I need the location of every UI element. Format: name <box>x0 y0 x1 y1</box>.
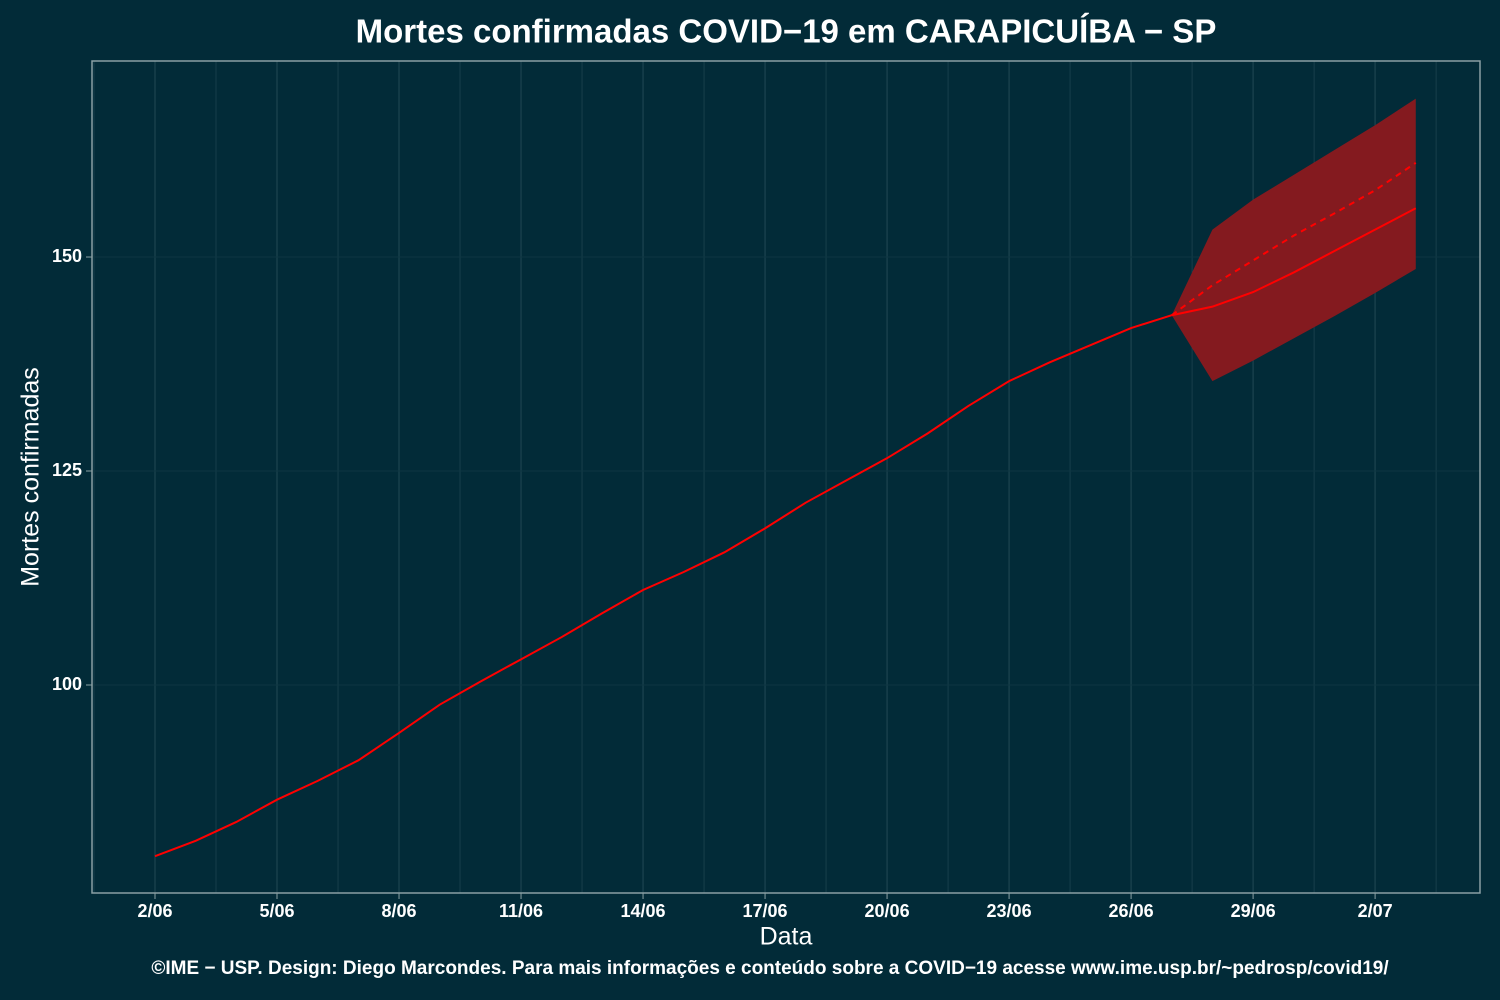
plot-frame <box>91 60 1481 894</box>
chart-title: Mortes confirmadas COVID−19 em CARAPICUÍ… <box>356 13 1217 50</box>
y-tick-label: 150 <box>52 246 82 266</box>
x-tick-label: 14/06 <box>621 901 666 921</box>
y-tick-label: 100 <box>52 674 82 694</box>
x-tick-label: 8/06 <box>381 901 416 921</box>
x-tick-label: 11/06 <box>499 901 543 921</box>
y-tick-label: 125 <box>52 460 82 480</box>
x-tick-label: 2/06 <box>137 901 172 921</box>
x-tick-label: 17/06 <box>743 901 788 921</box>
x-tick-label: 5/06 <box>259 901 294 921</box>
y-axis-label: Mortes confirmadas <box>17 367 45 587</box>
x-axis-label: Data <box>760 923 813 951</box>
deaths-line <box>154 314 1173 858</box>
deaths-line <box>1171 207 1417 317</box>
forecast-band <box>1171 98 1416 382</box>
x-tick-label: 29/06 <box>1231 901 1276 921</box>
x-tick-label: 26/06 <box>1109 901 1154 921</box>
forecast-mean-line <box>1171 162 1417 317</box>
x-tick-label: 23/06 <box>987 901 1032 921</box>
caption: ©IME − USP. Design: Diego Marcondes. Par… <box>151 958 1389 979</box>
x-tick-label: 2/07 <box>1358 901 1393 921</box>
x-tick-label: 20/06 <box>865 901 910 921</box>
